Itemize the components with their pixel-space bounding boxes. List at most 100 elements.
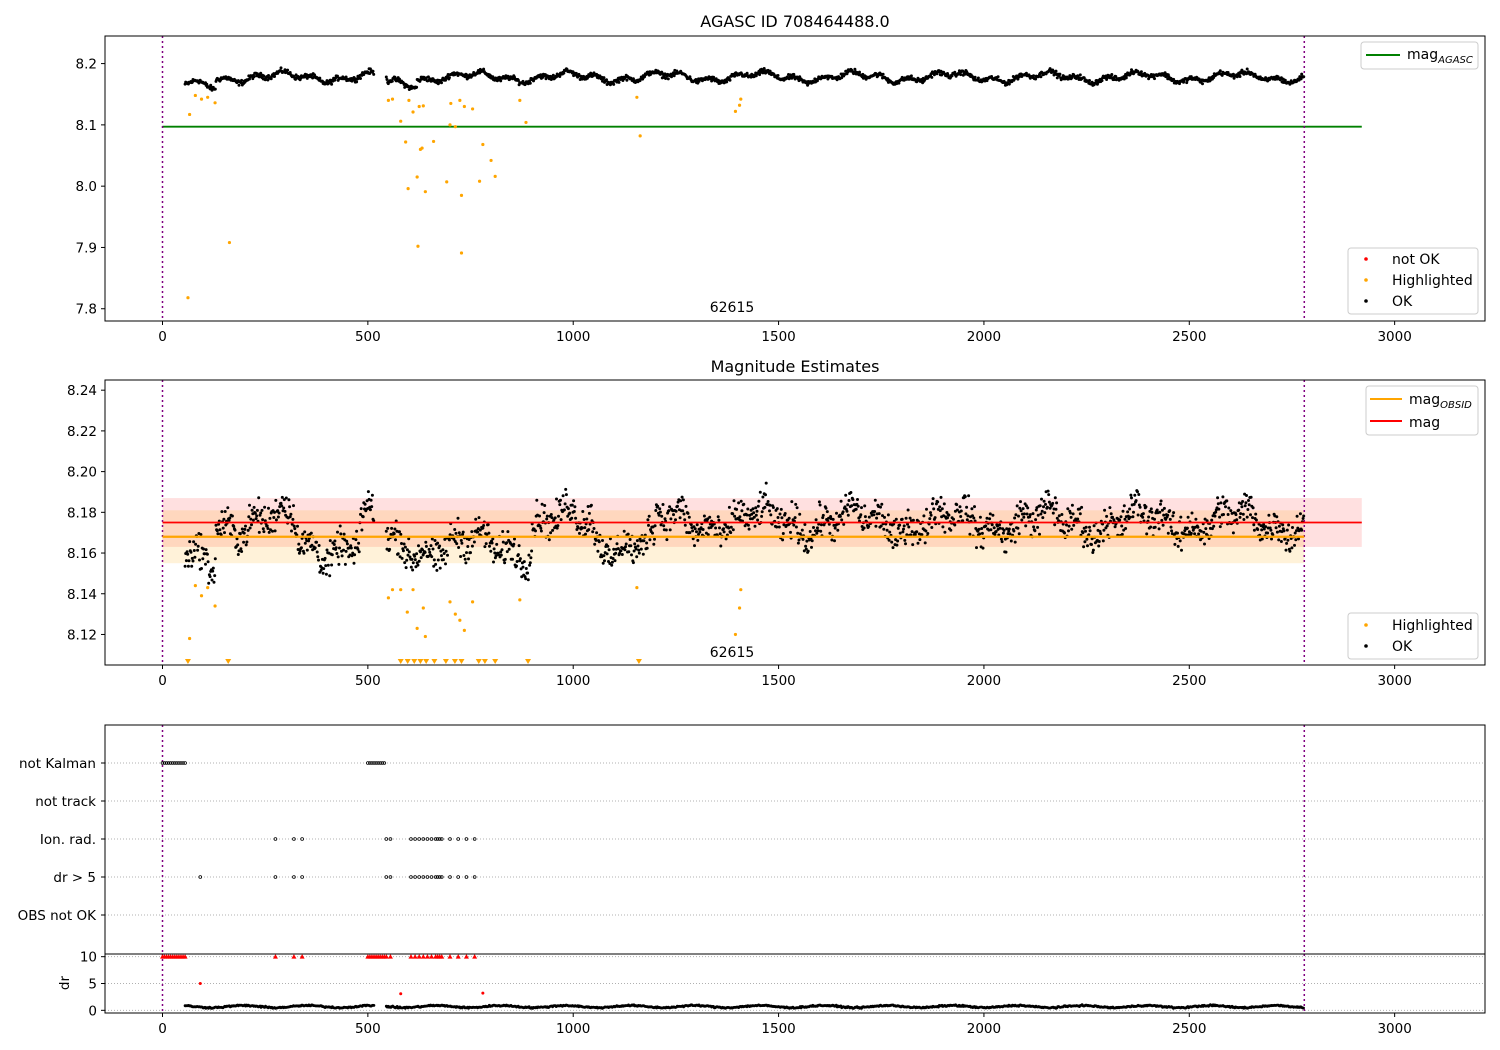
ok-point	[392, 532, 396, 536]
ok-point	[262, 530, 266, 534]
x-tick-label: 2500	[1172, 673, 1206, 689]
ok-point	[693, 527, 697, 531]
x-tick-label: 500	[355, 673, 381, 689]
ok-point	[438, 566, 442, 570]
ok-point	[1193, 532, 1197, 536]
ok-point	[1247, 499, 1250, 502]
ok-point	[903, 538, 907, 542]
ok-point	[435, 568, 439, 572]
ok-point	[1078, 73, 1082, 77]
ok-point	[824, 506, 828, 510]
ok-point	[330, 553, 334, 557]
ok-point	[991, 513, 995, 517]
ok-point	[237, 83, 241, 87]
ok-point	[605, 552, 609, 556]
highlighted-point	[423, 634, 427, 639]
ok-point	[1251, 516, 1254, 520]
clipped-down-marker	[442, 659, 449, 664]
ok-point	[1019, 509, 1023, 513]
highlighted-point	[635, 586, 639, 590]
ok-point	[1017, 532, 1021, 536]
ok-point	[467, 557, 470, 561]
highlighted-point	[213, 604, 217, 608]
ok-point	[1240, 505, 1244, 509]
ok-point	[918, 538, 922, 542]
ok-point	[977, 527, 981, 531]
ok-point	[847, 499, 851, 502]
ok-point	[1290, 546, 1294, 550]
ok-point	[1047, 493, 1051, 497]
ok-point	[211, 569, 215, 573]
clipped-up-marker	[299, 954, 305, 959]
ok-point	[444, 549, 448, 553]
ok-point	[656, 504, 660, 508]
ok-point	[242, 540, 246, 544]
ok-point	[1044, 502, 1047, 506]
ok-point	[1264, 525, 1268, 529]
ok-point	[1295, 514, 1299, 518]
ok-point	[1051, 69, 1055, 73]
ok-point	[1084, 525, 1088, 529]
clipped-up-marker	[272, 954, 278, 959]
ok-point	[201, 557, 205, 561]
ok-point	[862, 526, 866, 530]
ok-point	[1015, 504, 1019, 508]
ok-point	[998, 523, 1001, 527]
ok-point	[562, 508, 566, 512]
ok-point	[950, 74, 954, 78]
ok-point	[280, 495, 284, 499]
ok-point	[804, 547, 808, 551]
mag-agasc-legend-text: magAGASC	[1407, 47, 1473, 66]
ok-point	[1002, 528, 1006, 532]
ok-point	[821, 513, 825, 517]
ok-point	[1222, 513, 1225, 516]
ok-point	[879, 524, 883, 528]
ok-point	[766, 500, 770, 503]
ok-point	[792, 523, 796, 527]
ok-point	[545, 514, 549, 518]
ok-point	[639, 547, 643, 551]
dr-gridlines	[105, 956, 1485, 1011]
highlighted-point	[421, 606, 425, 610]
ok-point	[936, 500, 940, 504]
ok-point	[1185, 81, 1189, 85]
ok-point	[1057, 514, 1061, 518]
ok-point	[752, 515, 756, 519]
ok-point	[454, 531, 458, 535]
ok-point	[975, 546, 978, 550]
ok-point	[573, 505, 577, 509]
ok-point	[1186, 515, 1190, 519]
ok-point	[953, 523, 957, 527]
ok-point	[271, 529, 274, 533]
ok-point	[517, 544, 521, 548]
ok-point	[499, 550, 503, 554]
ok-point	[684, 504, 688, 508]
ok-point	[316, 555, 320, 559]
ok-point	[833, 539, 836, 543]
ok-point	[438, 544, 442, 548]
ok-point	[206, 560, 210, 564]
flag-point	[413, 875, 417, 879]
ok-point	[1225, 499, 1229, 503]
ok-point	[1283, 78, 1287, 82]
ok-point	[999, 537, 1003, 541]
flag-point	[273, 837, 278, 841]
ok-point	[931, 497, 935, 501]
ok-point	[1004, 550, 1008, 554]
clipped-down-marker	[475, 659, 482, 664]
ok-point	[1172, 511, 1176, 515]
ok-point	[754, 513, 758, 517]
ok-point	[455, 542, 459, 546]
x-tick-label: 2000	[967, 329, 1001, 345]
ok-point	[779, 507, 783, 511]
ok-point	[354, 538, 358, 542]
highlighted-point	[524, 120, 528, 125]
flags-obsid-boundaries	[161, 725, 1306, 954]
flag-point	[378, 761, 382, 765]
ok-point	[1018, 506, 1022, 510]
ok-point	[1120, 524, 1124, 528]
ok-point	[1243, 504, 1247, 508]
ok-point	[796, 541, 800, 545]
ok-point	[1086, 544, 1089, 548]
y-tick-label: 8.2	[76, 57, 97, 73]
